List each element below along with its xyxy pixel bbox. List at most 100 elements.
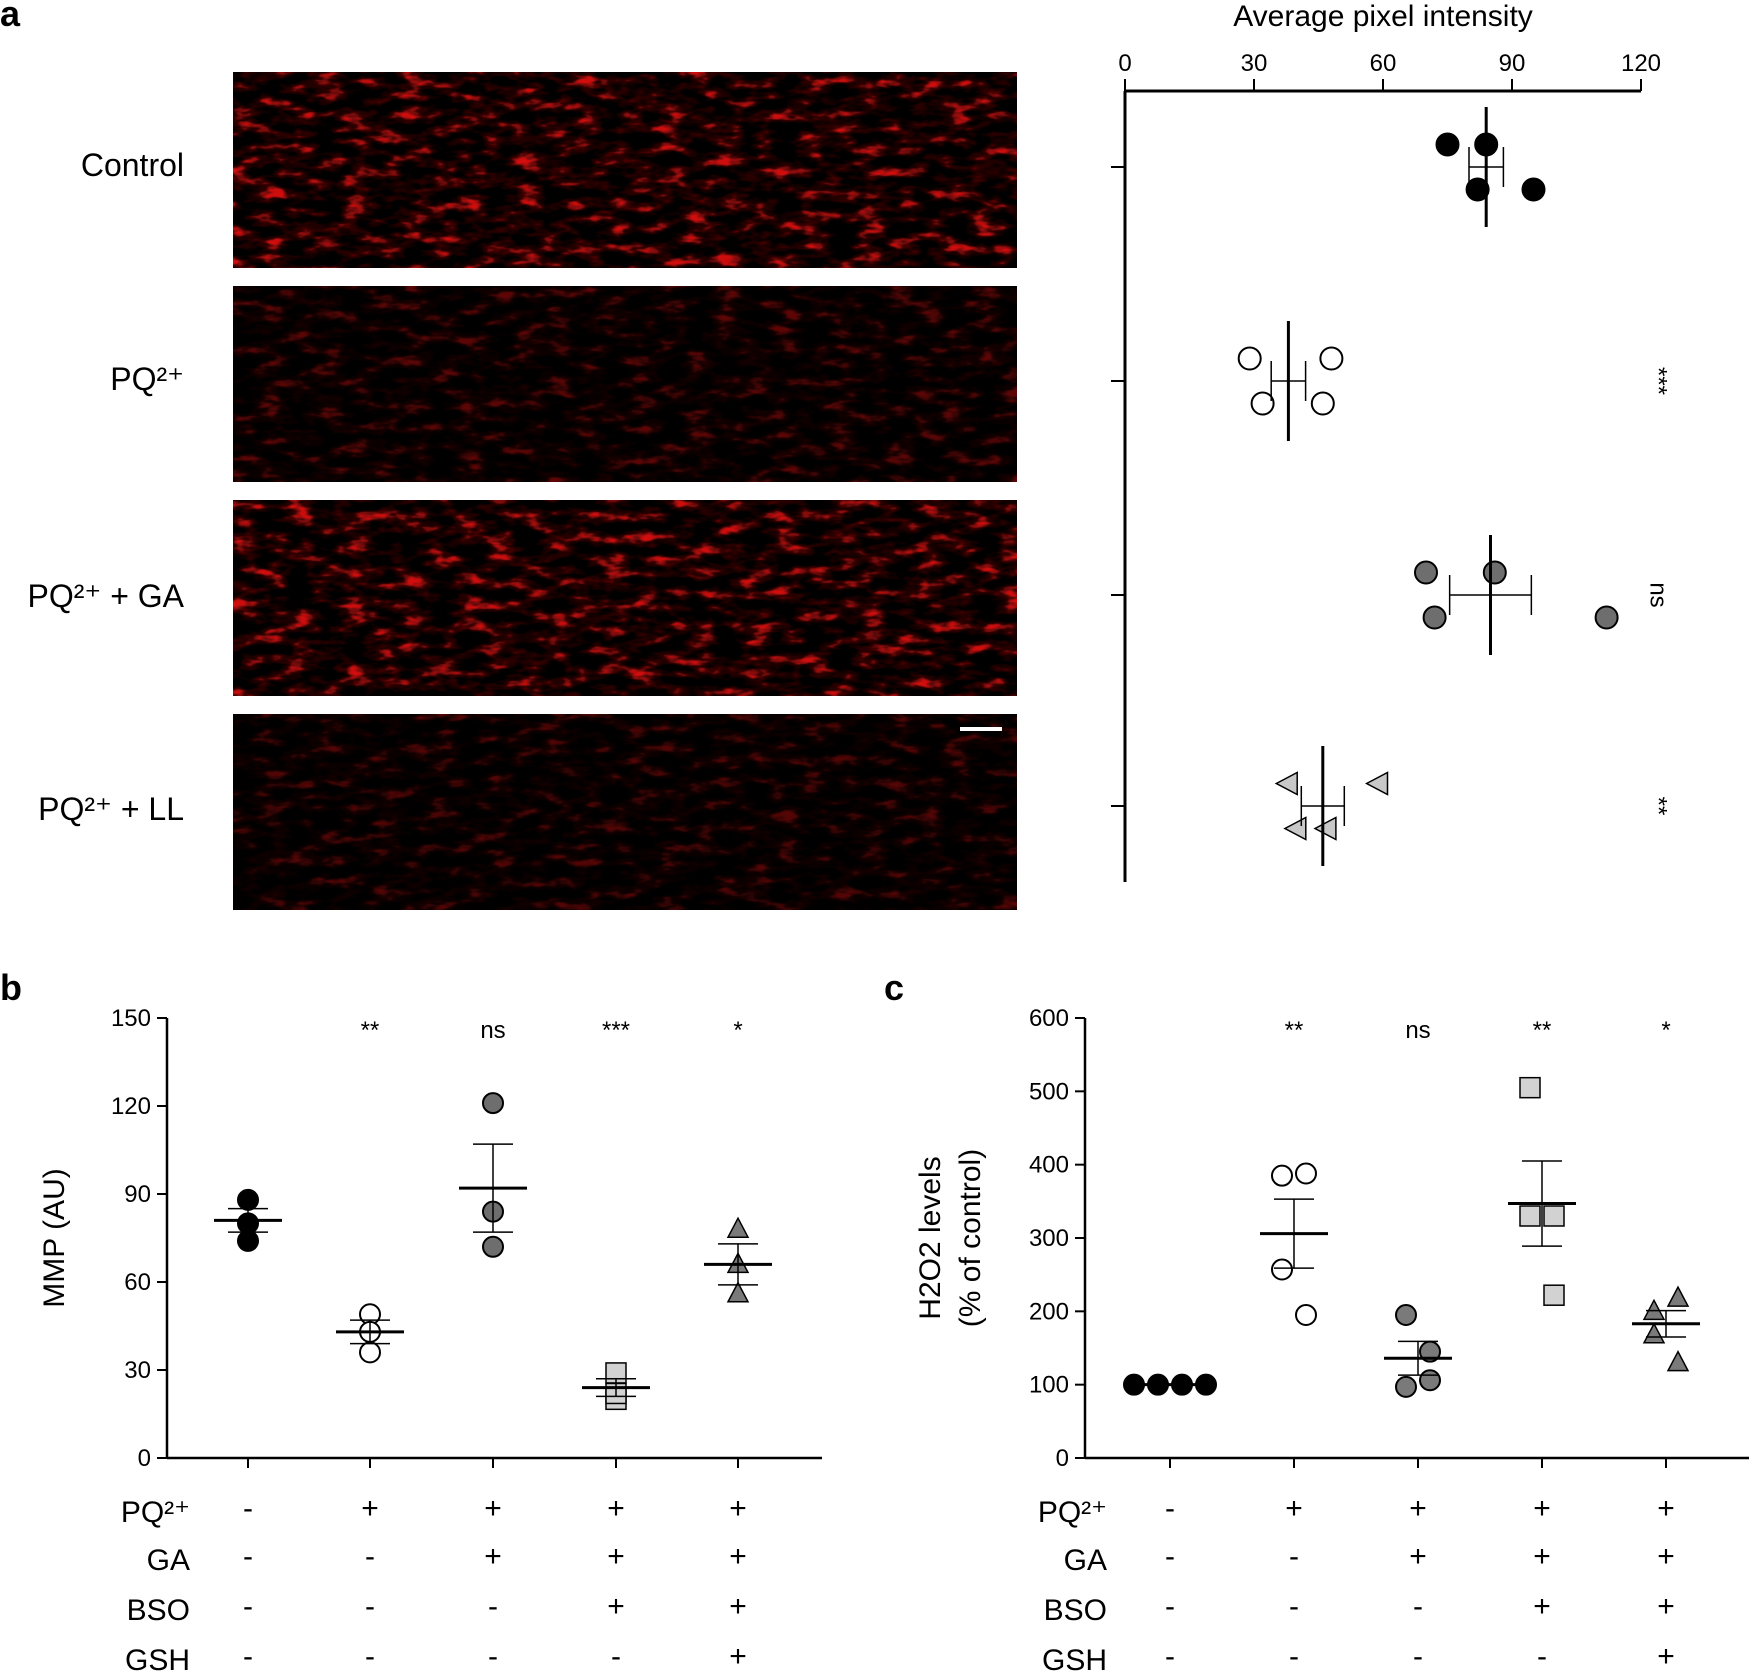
chart-c: 0 100 200 300 400 500 600 H2O2 levels (% of cont…: [914, 1005, 1749, 1674]
micrograph-control: [233, 72, 1017, 268]
micrograph-pq-ga: [233, 500, 1017, 696]
y-tick-label: 150: [111, 1005, 151, 1032]
data-point: [1271, 1258, 1293, 1281]
micrograph-label-pq-ga: PQ²⁺ + GA: [28, 578, 185, 614]
condition-mark: +: [607, 1492, 625, 1525]
data-point: [359, 1341, 381, 1364]
condition-mark: -: [1165, 1590, 1175, 1623]
condition-mark: -: [488, 1640, 498, 1673]
condition-mark: -: [1413, 1590, 1423, 1623]
data-point: [1364, 771, 1389, 796]
data-point: [1319, 346, 1344, 371]
condition-label: BSO: [127, 1594, 190, 1627]
micrograph-pq: [233, 286, 1017, 482]
data-point: [1666, 1350, 1690, 1372]
condition-mark: +: [1657, 1590, 1675, 1623]
condition-mark: -: [243, 1640, 253, 1673]
condition-mark: -: [1165, 1640, 1175, 1673]
significance-label: **: [1285, 1017, 1304, 1044]
y-tick-label: 120: [111, 1093, 151, 1120]
micrograph-label-pq: PQ²⁺: [110, 361, 184, 397]
data-point: [1519, 1205, 1541, 1227]
data-point: [1395, 1304, 1417, 1326]
condition-label: PQ²⁺: [121, 1496, 190, 1529]
condition-mark: -: [1289, 1540, 1299, 1573]
y-tick-label: 0: [1056, 1445, 1069, 1472]
condition-label: GSH: [1042, 1644, 1107, 1674]
y-tick-label: 500: [1029, 1078, 1069, 1105]
condition-mark: +: [729, 1640, 747, 1673]
micrograph-label-pq-ll: PQ²⁺ + LL: [38, 791, 184, 827]
condition-mark: -: [611, 1640, 621, 1673]
y-axis-title-line2: (% of control): [954, 1149, 987, 1327]
condition-label: GSH: [125, 1644, 190, 1674]
condition-mark: +: [729, 1590, 747, 1623]
condition-mark: -: [365, 1640, 375, 1673]
condition-mark: -: [243, 1492, 253, 1525]
data-point: [1419, 1369, 1441, 1392]
significance-label: **: [361, 1017, 380, 1044]
panel-letter-c: c: [884, 967, 904, 1008]
condition-label: PQ²⁺: [1038, 1496, 1107, 1529]
y-tick-label: 60: [124, 1269, 151, 1296]
condition-label: GA: [1064, 1544, 1107, 1577]
data-point: [1543, 1205, 1565, 1227]
condition-mark: +: [1285, 1492, 1303, 1525]
data-point: [1642, 1298, 1666, 1321]
data-point: [1594, 605, 1619, 630]
condition-mark: -: [1165, 1540, 1175, 1573]
y-tick-label: 30: [124, 1357, 151, 1384]
data-point: [1435, 132, 1460, 157]
x-tick-label: 90: [1499, 50, 1526, 77]
scale-bar: [960, 727, 1002, 731]
data-point: [1313, 816, 1337, 841]
condition-mark: +: [1533, 1590, 1551, 1623]
x-tick-label: 0: [1118, 50, 1131, 77]
data-point: [1250, 391, 1275, 416]
condition-mark: -: [1289, 1640, 1299, 1673]
data-point: [1465, 177, 1490, 202]
data-point: [237, 1188, 259, 1211]
condition-mark: -: [488, 1590, 498, 1623]
significance-label: ns: [480, 1017, 505, 1044]
data-point: [1666, 1285, 1690, 1307]
panel-letter-a: a: [0, 0, 21, 34]
data-point: [1414, 560, 1438, 585]
condition-mark: +: [729, 1492, 747, 1525]
data-point: [482, 1092, 504, 1115]
micrograph-label-control: Control: [81, 147, 184, 183]
y-axis-title: MMP (AU): [38, 1168, 71, 1307]
data-point: [1237, 346, 1262, 371]
data-point: [1310, 391, 1335, 416]
condition-label: BSO: [1044, 1594, 1107, 1627]
y-tick-label: 300: [1029, 1225, 1069, 1252]
significance-label: *: [733, 1017, 742, 1044]
significance-label: ***: [1645, 367, 1672, 395]
data-point: [1543, 1284, 1565, 1306]
y-tick-label: 600: [1029, 1005, 1069, 1032]
micrograph-pq-ll: [233, 714, 1017, 910]
condition-mark: -: [365, 1590, 375, 1623]
data-point: [726, 1216, 750, 1238]
data-point: [1422, 605, 1447, 630]
significance-label: *: [1661, 1017, 1670, 1044]
significance-label: ***: [602, 1017, 630, 1044]
y-tick-label: 0: [138, 1445, 151, 1472]
condition-mark: +: [361, 1492, 379, 1525]
condition-mark: +: [1533, 1492, 1551, 1525]
x-axis-title: Average pixel intensity: [1233, 0, 1533, 33]
significance-label: ns: [1405, 1017, 1430, 1044]
condition-mark: +: [607, 1590, 625, 1623]
data-point: [1271, 1164, 1293, 1187]
data-point: [1395, 1375, 1417, 1398]
data-point: [237, 1229, 259, 1252]
x-tick-label: 30: [1241, 50, 1268, 77]
data-point: [482, 1235, 504, 1258]
condition-mark: +: [1533, 1540, 1551, 1573]
y-tick-label: 200: [1029, 1298, 1069, 1325]
condition-mark: +: [729, 1540, 747, 1573]
condition-mark: +: [1657, 1640, 1675, 1673]
condition-mark: +: [1409, 1492, 1427, 1525]
